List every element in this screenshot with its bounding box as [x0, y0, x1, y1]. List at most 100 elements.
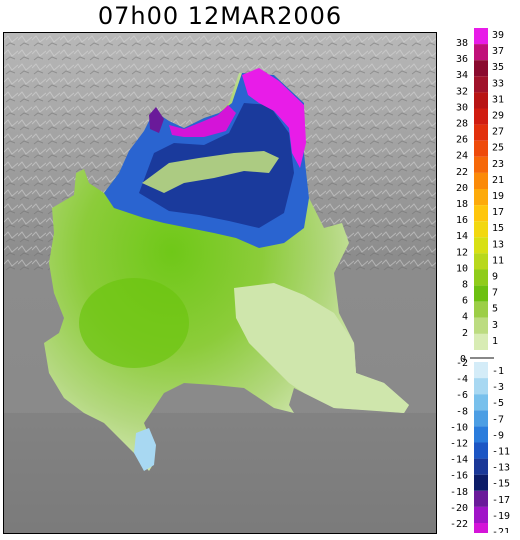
legend-label-right: 25	[492, 143, 504, 154]
alpine-valley	[142, 151, 279, 193]
legend-label-left: -16	[450, 471, 468, 482]
peak-cold-west	[149, 107, 164, 133]
legend-swatch-positive	[474, 301, 488, 318]
legend-label-left: 24	[456, 151, 468, 162]
south-cold-tip	[134, 428, 156, 471]
legend-label-left: 8	[462, 280, 468, 291]
legend-label-left: 14	[456, 231, 468, 242]
peak-cold-north	[242, 68, 306, 168]
legend-swatch-negative	[474, 523, 488, 533]
legend-label-left: -18	[450, 487, 468, 498]
legend-swatch-positive	[474, 76, 488, 93]
legend-swatch-positive	[474, 92, 488, 109]
legend-label-right: 29	[492, 111, 504, 122]
legend-swatch-negative	[474, 490, 488, 507]
legend-swatch-positive	[474, 237, 488, 254]
legend-swatch-negative	[474, 394, 488, 411]
legend-swatch-negative	[474, 362, 488, 379]
legend-label-left: 32	[456, 86, 468, 97]
legend-label-zero: 0	[460, 354, 466, 365]
legend-swatch-positive	[474, 253, 488, 270]
legend-label-right: -11	[492, 447, 510, 458]
legend-label-left: -12	[450, 439, 468, 450]
legend-swatch-positive	[474, 221, 488, 238]
legend-swatch-positive	[474, 44, 488, 61]
legend-label-left: 2	[462, 328, 468, 339]
legend-swatch-positive	[474, 156, 488, 173]
legend-swatch-positive	[474, 189, 488, 206]
legend-label-left: 16	[456, 215, 468, 226]
legend-label-right: 31	[492, 94, 504, 105]
legend-label-left: 6	[462, 296, 468, 307]
legend-swatch-positive	[474, 140, 488, 157]
legend-swatch-positive	[474, 108, 488, 125]
legend-swatch-positive	[474, 285, 488, 302]
legend-label-right: 5	[492, 304, 498, 315]
legend-label-left: 18	[456, 199, 468, 210]
legend-label-right: -7	[492, 414, 504, 425]
legend-swatch-positive	[474, 124, 488, 141]
legend-label-left: -4	[456, 374, 468, 385]
warm-core	[79, 278, 189, 368]
legend-label-right: 9	[492, 272, 498, 283]
legend-label-left: -14	[450, 455, 468, 466]
legend-swatch-positive	[474, 205, 488, 222]
legend-label-left: -2	[456, 358, 468, 369]
legend-label-left: -10	[450, 422, 468, 433]
legend-label-right: 15	[492, 223, 504, 234]
legend-swatch-negative	[474, 378, 488, 395]
legend-label-right: 33	[492, 78, 504, 89]
legend-label-left: 12	[456, 247, 468, 258]
legend-label-right: 13	[492, 239, 504, 250]
legend-label-left: -6	[456, 390, 468, 401]
legend-label-right: -9	[492, 430, 504, 441]
legend-label-left: 10	[456, 263, 468, 274]
legend-swatch-negative	[474, 474, 488, 491]
peak-cold-central	[169, 105, 236, 137]
legend-swatch-negative	[474, 506, 488, 523]
legend-label-right: 37	[492, 46, 504, 57]
legend-label-right: -5	[492, 398, 504, 409]
legend-swatch-positive	[474, 60, 488, 77]
legend-label-right: -15	[492, 479, 510, 490]
legend-label-left: 22	[456, 167, 468, 178]
color-scale-legend: 0 39 37 35 33 31 29 27 25 23 21 19 17 15 13 11 9 7 5 3 1 38 36…	[440, 28, 520, 533]
apennine-relief	[4, 413, 436, 533]
legend-swatch-positive	[474, 28, 488, 45]
legend-swatch-negative	[474, 426, 488, 443]
legend-swatch-positive	[474, 269, 488, 286]
legend-label-right: -3	[492, 382, 504, 393]
map-title: 07h00 12MAR2006	[97, 2, 343, 30]
legend-label-right: 23	[492, 159, 504, 170]
legend-label-right: 19	[492, 191, 504, 202]
legend-label-right: -19	[492, 511, 510, 522]
legend-label-right: 17	[492, 207, 504, 218]
legend-label-right: 27	[492, 127, 504, 138]
legend-svg: 0393735333129272523211917151311975313836…	[450, 28, 510, 533]
temperature-map	[3, 32, 437, 534]
legend-swatch-negative	[474, 458, 488, 475]
legend-label-left: 34	[456, 70, 468, 81]
legend-label-left: 36	[456, 54, 468, 65]
legend-label-left: 26	[456, 135, 468, 146]
legend-label-left: -20	[450, 503, 468, 514]
legend-label-right: 3	[492, 320, 498, 331]
legend-label-right: 39	[492, 30, 504, 41]
legend-swatch-positive	[474, 317, 488, 334]
legend-label-right: 35	[492, 62, 504, 73]
legend-swatch-negative	[474, 442, 488, 459]
legend-label-left: -22	[450, 519, 468, 530]
legend-label-right: -17	[492, 495, 510, 506]
legend-label-right: -21	[492, 527, 510, 533]
legend-label-right: 1	[492, 336, 498, 347]
legend-label-left: 4	[462, 312, 468, 323]
legend-swatch-positive	[474, 333, 488, 350]
region-east-plain	[234, 283, 409, 413]
legend-label-right: 21	[492, 175, 504, 186]
legend-swatch-negative	[474, 410, 488, 427]
terrain-map-svg	[4, 33, 436, 533]
legend-label-left: 28	[456, 119, 468, 130]
legend-label-left: -8	[456, 406, 468, 417]
legend-label-left: 38	[456, 38, 468, 49]
legend-label-right: 11	[492, 255, 504, 266]
